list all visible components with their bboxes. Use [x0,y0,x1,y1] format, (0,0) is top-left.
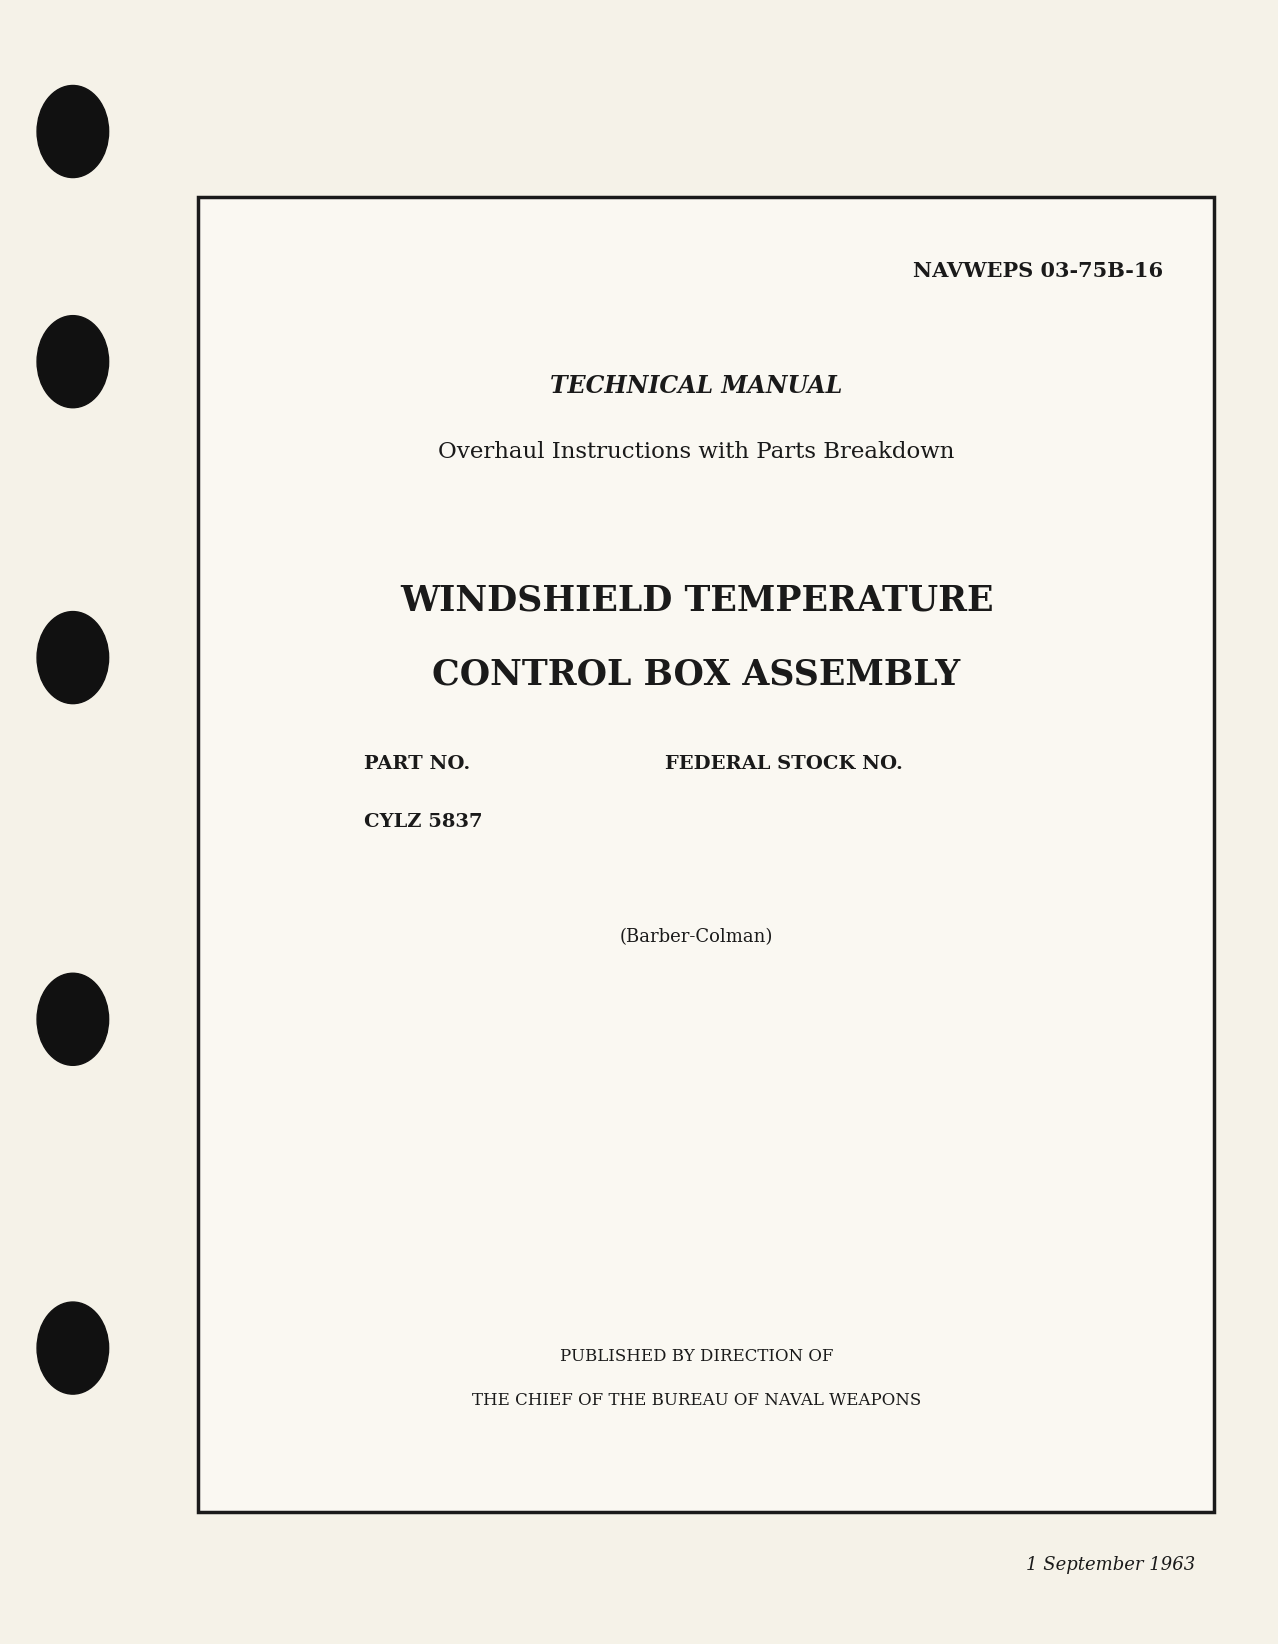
Circle shape [37,973,109,1065]
Text: (Barber-Colman): (Barber-Colman) [620,929,773,945]
Circle shape [37,1302,109,1394]
Text: PART NO.: PART NO. [364,756,470,773]
Text: THE CHIEF OF THE BUREAU OF NAVAL WEAPONS: THE CHIEF OF THE BUREAU OF NAVAL WEAPONS [472,1392,921,1409]
Text: Overhaul Instructions with Parts Breakdown: Overhaul Instructions with Parts Breakdo… [438,441,955,464]
FancyBboxPatch shape [198,197,1214,1512]
Text: WINDSHIELD TEMPERATURE: WINDSHIELD TEMPERATURE [400,584,993,616]
Text: PUBLISHED BY DIRECTION OF: PUBLISHED BY DIRECTION OF [560,1348,833,1365]
Text: FEDERAL STOCK NO.: FEDERAL STOCK NO. [665,756,902,773]
Circle shape [37,316,109,408]
Text: CONTROL BOX ASSEMBLY: CONTROL BOX ASSEMBLY [432,658,961,690]
Circle shape [37,85,109,178]
Text: TECHNICAL MANUAL: TECHNICAL MANUAL [551,375,842,398]
Circle shape [37,612,109,704]
Text: NAVWEPS 03-75B-16: NAVWEPS 03-75B-16 [912,261,1163,281]
Text: CYLZ 5837: CYLZ 5837 [364,814,483,830]
Text: 1 September 1963: 1 September 1963 [1026,1557,1195,1573]
